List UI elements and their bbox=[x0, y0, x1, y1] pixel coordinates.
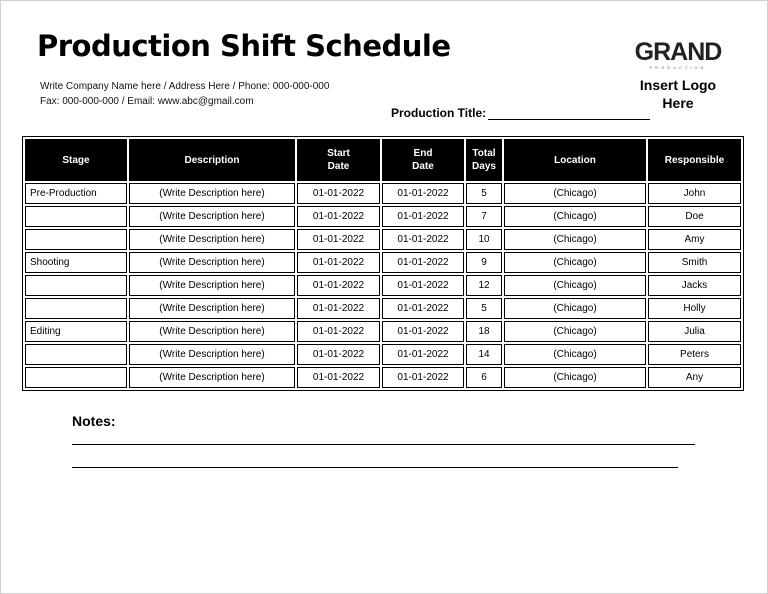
cell-description[interactable]: (Write Description here) bbox=[129, 344, 295, 365]
cell-location[interactable]: (Chicago) bbox=[504, 275, 646, 296]
cell-responsible[interactable]: Holly bbox=[648, 298, 741, 319]
production-title-label: Production Title: bbox=[391, 106, 487, 120]
header-text: End Date bbox=[412, 148, 434, 172]
notes-line-2[interactable] bbox=[72, 467, 678, 468]
cell-start-date[interactable]: 01-01-2022 bbox=[297, 229, 380, 250]
production-title: Production Title: bbox=[391, 106, 651, 120]
cell-stage[interactable]: Editing bbox=[25, 321, 127, 342]
cell-total-days[interactable]: 5 bbox=[466, 183, 502, 204]
cell-start-date[interactable]: 01-01-2022 bbox=[297, 206, 380, 227]
header-start-date: Start Date bbox=[297, 139, 380, 181]
cell-stage[interactable] bbox=[25, 344, 127, 365]
table-row: (Write Description here) 01-01-2022 01-01-… bbox=[25, 344, 741, 365]
cell-responsible[interactable]: Amy bbox=[648, 229, 741, 250]
table-row: Pre-Production (Write Description here) 01… bbox=[25, 183, 741, 204]
cell-responsible[interactable]: Peters bbox=[648, 344, 741, 365]
company-info: Write Company Name here / Address Here /… bbox=[40, 81, 330, 92]
cell-responsible[interactable]: Jacks bbox=[648, 275, 741, 296]
cell-total-days[interactable]: 5 bbox=[466, 298, 502, 319]
cell-stage[interactable] bbox=[25, 275, 127, 296]
cell-location[interactable]: (Chicago) bbox=[504, 344, 646, 365]
cell-start-date[interactable]: 01-01-2022 bbox=[297, 275, 380, 296]
notes-line-1[interactable] bbox=[72, 444, 695, 445]
cell-start-date[interactable]: 01-01-2022 bbox=[297, 183, 380, 204]
cell-stage[interactable] bbox=[25, 367, 127, 388]
cell-description[interactable]: (Write Description here) bbox=[129, 183, 295, 204]
cell-stage[interactable] bbox=[25, 206, 127, 227]
cell-stage[interactable]: Shooting bbox=[25, 252, 127, 273]
cell-location[interactable]: (Chicago) bbox=[504, 183, 646, 204]
table-row: (Write Description here) 01-01-2022 01-01-… bbox=[25, 298, 741, 319]
cell-location[interactable]: (Chicago) bbox=[504, 206, 646, 227]
cell-stage[interactable]: Pre-Production bbox=[25, 183, 127, 204]
header-location: Location bbox=[504, 139, 646, 181]
schedule-table: Stage Description Start Date End Date Total … bbox=[22, 136, 744, 391]
cell-description[interactable]: (Write Description here) bbox=[129, 275, 295, 296]
logo-sub: PRODUCTION bbox=[649, 65, 707, 70]
logo: GRAND PRODUCTION Insert Logo Here bbox=[623, 39, 733, 112]
cell-description[interactable]: (Write Description here) bbox=[129, 229, 295, 250]
table-row: (Write Description here) 01-01-2022 01-01-… bbox=[25, 275, 741, 296]
header-text: Total Days bbox=[472, 148, 496, 172]
header-stage: Stage bbox=[25, 139, 127, 181]
cell-total-days[interactable]: 14 bbox=[466, 344, 502, 365]
cell-end-date[interactable]: 01-01-2022 bbox=[382, 252, 464, 273]
cell-end-date[interactable]: 01-01-2022 bbox=[382, 344, 464, 365]
header-responsible: Responsible bbox=[648, 139, 741, 181]
header-row: Stage Description Start Date End Date Total … bbox=[25, 139, 741, 181]
cell-end-date[interactable]: 01-01-2022 bbox=[382, 321, 464, 342]
cell-total-days[interactable]: 7 bbox=[466, 206, 502, 227]
table-row: (Write Description here) 01-01-2022 01-01-… bbox=[25, 367, 741, 388]
cell-description[interactable]: (Write Description here) bbox=[129, 298, 295, 319]
cell-location[interactable]: (Chicago) bbox=[504, 229, 646, 250]
cell-total-days[interactable]: 10 bbox=[466, 229, 502, 250]
cell-description[interactable]: (Write Description here) bbox=[129, 367, 295, 388]
header-text: Start Date bbox=[327, 148, 350, 172]
cell-location[interactable]: (Chicago) bbox=[504, 252, 646, 273]
cell-responsible[interactable]: Smith bbox=[648, 252, 741, 273]
cell-start-date[interactable]: 01-01-2022 bbox=[297, 252, 380, 273]
cell-stage[interactable] bbox=[25, 298, 127, 319]
cell-responsible[interactable]: John bbox=[648, 183, 741, 204]
cell-responsible[interactable]: Doe bbox=[648, 206, 741, 227]
cell-start-date[interactable]: 01-01-2022 bbox=[297, 298, 380, 319]
cell-stage[interactable] bbox=[25, 229, 127, 250]
cell-end-date[interactable]: 01-01-2022 bbox=[382, 275, 464, 296]
cell-total-days[interactable]: 18 bbox=[466, 321, 502, 342]
cell-responsible[interactable]: Any bbox=[648, 367, 741, 388]
cell-total-days[interactable]: 9 bbox=[466, 252, 502, 273]
cell-end-date[interactable]: 01-01-2022 bbox=[382, 229, 464, 250]
cell-location[interactable]: (Chicago) bbox=[504, 321, 646, 342]
contact-info: Fax: 000-000-000 / Email: www.abc@gmail.… bbox=[40, 96, 254, 107]
cell-location[interactable]: (Chicago) bbox=[504, 367, 646, 388]
logo-placeholder-line2: Here bbox=[662, 95, 694, 111]
logo-placeholder-line1: Insert Logo bbox=[639, 77, 717, 93]
cell-description[interactable]: (Write Description here) bbox=[129, 206, 295, 227]
cell-start-date[interactable]: 01-01-2022 bbox=[297, 344, 380, 365]
table-row: Editing (Write Description here) 01-01-202… bbox=[25, 321, 741, 342]
production-title-field[interactable] bbox=[488, 107, 651, 120]
cell-end-date[interactable]: 01-01-2022 bbox=[382, 206, 464, 227]
table-row: (Write Description here) 01-01-2022 01-01-… bbox=[25, 206, 741, 227]
header-end-date: End Date bbox=[382, 139, 464, 181]
page-title: Production Shift Schedule bbox=[37, 29, 451, 63]
cell-location[interactable]: (Chicago) bbox=[504, 298, 646, 319]
header-total-days: Total Days bbox=[466, 139, 502, 181]
cell-end-date[interactable]: 01-01-2022 bbox=[382, 367, 464, 388]
cell-total-days[interactable]: 12 bbox=[466, 275, 502, 296]
header-description: Description bbox=[129, 139, 295, 181]
table-row: (Write Description here) 01-01-2022 01-01-… bbox=[25, 229, 741, 250]
cell-start-date[interactable]: 01-01-2022 bbox=[297, 321, 380, 342]
cell-responsible[interactable]: Julia bbox=[648, 321, 741, 342]
logo-word: GRAND bbox=[634, 38, 723, 66]
cell-end-date[interactable]: 01-01-2022 bbox=[382, 298, 464, 319]
cell-total-days[interactable]: 6 bbox=[466, 367, 502, 388]
notes-label: Notes: bbox=[72, 413, 116, 429]
cell-end-date[interactable]: 01-01-2022 bbox=[382, 183, 464, 204]
cell-description[interactable]: (Write Description here) bbox=[129, 252, 295, 273]
cell-description[interactable]: (Write Description here) bbox=[129, 321, 295, 342]
table-row: Shooting (Write Description here) 01-01-20… bbox=[25, 252, 741, 273]
cell-start-date[interactable]: 01-01-2022 bbox=[297, 367, 380, 388]
